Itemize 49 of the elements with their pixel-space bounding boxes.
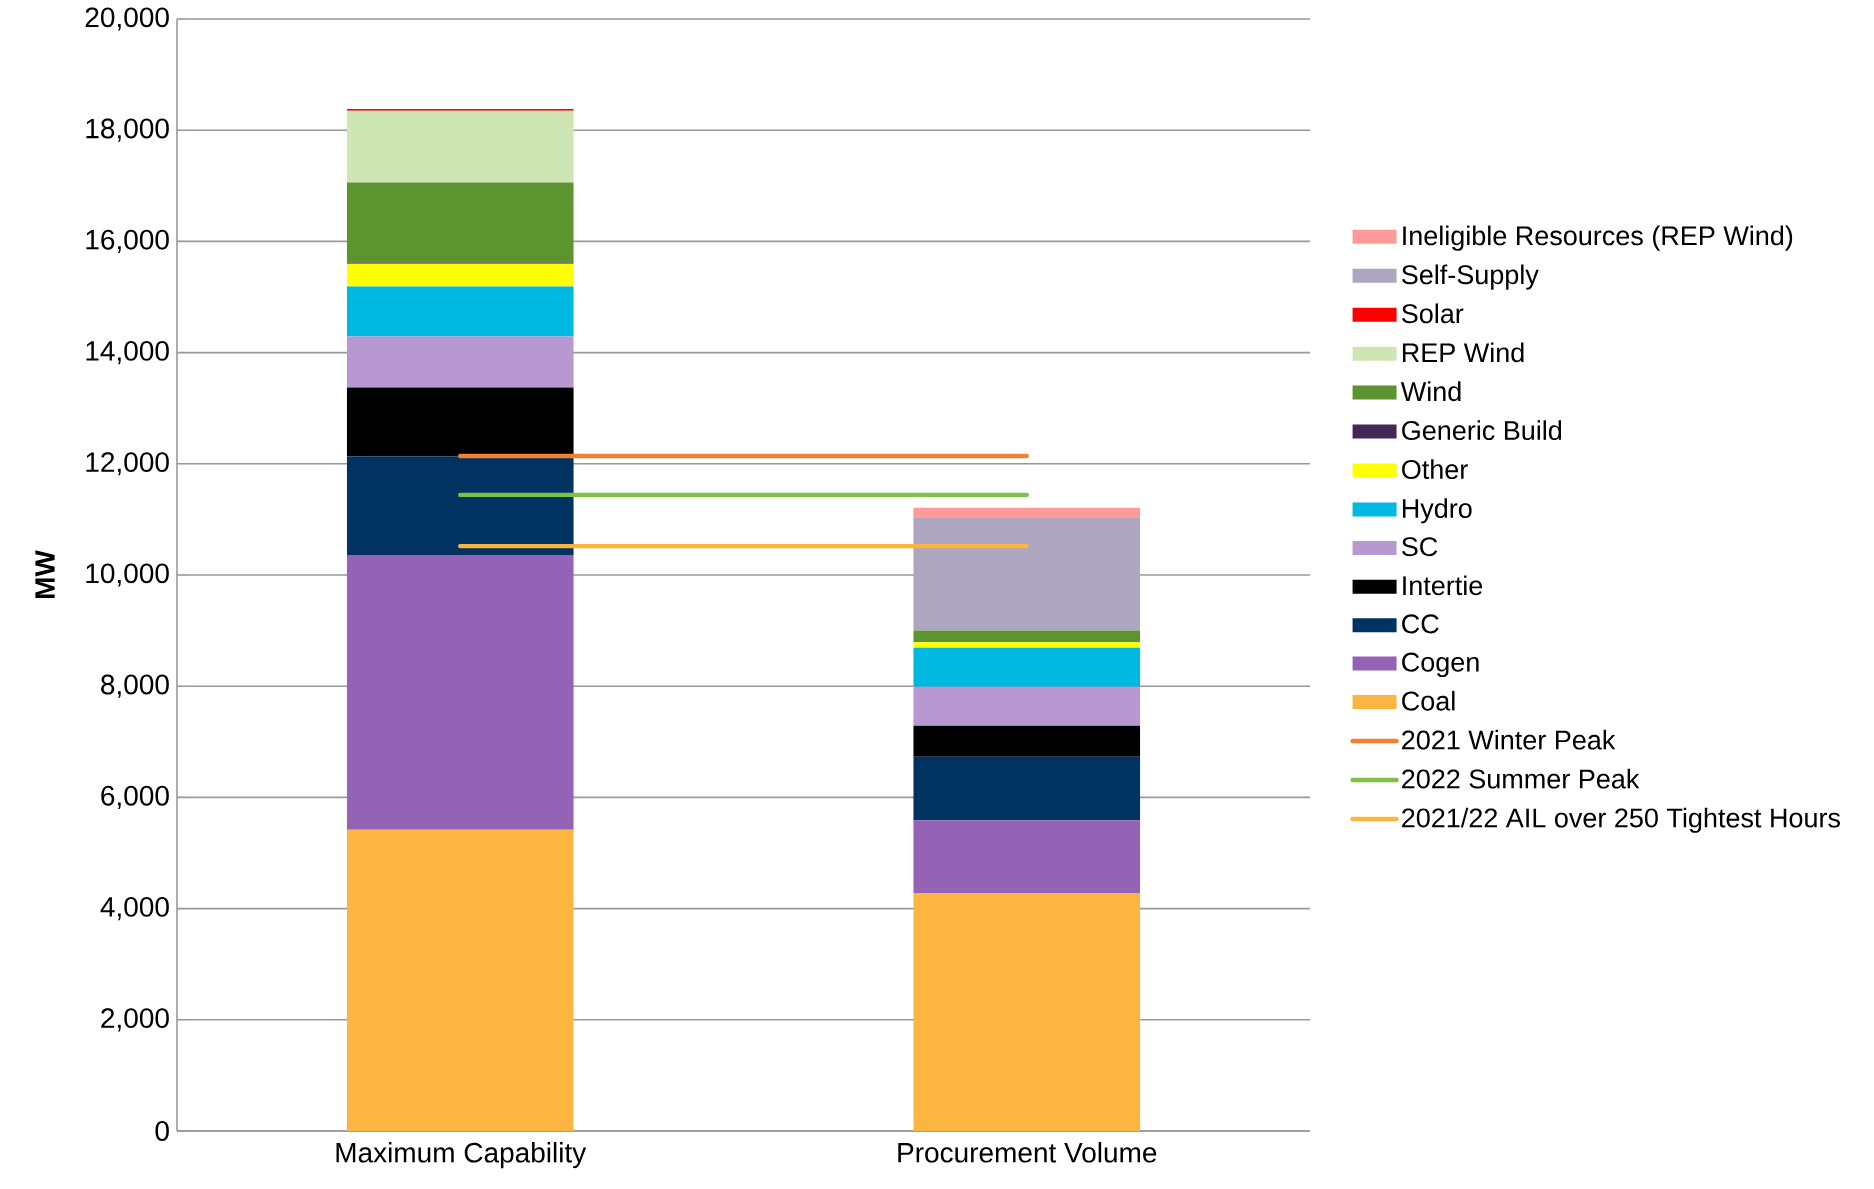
legend-label: Intertie: [1403, 575, 1483, 596]
bar: [913, 642, 1141, 648]
bar: [913, 517, 1141, 631]
y-tick-label: 10,000: [86, 563, 169, 587]
bar: [913, 756, 1141, 821]
y-tick-label: 2,000: [101, 1008, 169, 1032]
bar: [913, 686, 1141, 726]
bar: [913, 893, 1141, 1131]
legend-label: 2021 Winter Peak: [1402, 729, 1616, 750]
legend-label: Coal: [1402, 690, 1455, 711]
bar: [346, 336, 574, 388]
legend-label: Wind: [1400, 381, 1461, 402]
legend-label: 2022 Summer Peak: [1402, 768, 1640, 789]
bar: [346, 554, 574, 830]
bar: [346, 286, 574, 337]
legend-label: Generic Build: [1402, 420, 1562, 441]
y-tick-label: 14,000: [86, 341, 169, 365]
bar: [913, 820, 1141, 894]
x-tick-label: Procurement Volume: [898, 1142, 1157, 1163]
bar: [346, 456, 574, 555]
legend-label: REP Wind: [1402, 342, 1524, 363]
legend-label: 2021/22 AIL over 250 Tightest Hours: [1402, 807, 1840, 833]
bar: [346, 263, 574, 287]
legend-label: Other: [1402, 459, 1468, 480]
legend-label: Hydro: [1402, 498, 1472, 524]
y-tick-label: 4,000: [100, 897, 169, 921]
y-tick-label: 6,000: [101, 785, 169, 809]
legend-label: Solar: [1401, 303, 1464, 324]
legend-label: Cogen: [1402, 652, 1479, 678]
bar: [913, 647, 1141, 687]
y-tick-label: 18,000: [86, 118, 169, 142]
legend-label: CC: [1402, 614, 1439, 634]
bar: [346, 829, 574, 1131]
y-tick-label: 0: [155, 1121, 169, 1141]
bar: [346, 387, 574, 457]
bar: [913, 725, 1141, 757]
y-axis-title: MW: [35, 550, 55, 598]
bar: [346, 182, 574, 263]
bar: [346, 110, 574, 183]
y-tick-label: 8,000: [101, 674, 169, 698]
legend-label: Self-Supply: [1401, 264, 1539, 290]
legend-label: SC: [1401, 537, 1438, 557]
y-tick-label: 16,000: [86, 229, 169, 253]
y-tick-label: 20,000: [85, 7, 169, 31]
bar: [913, 507, 1141, 518]
y-tick-label: 12,000: [86, 452, 169, 476]
legend-label: Ineligible Resources (REP Wind): [1403, 225, 1793, 251]
bar: [913, 630, 1141, 643]
x-tick-label: Maximum Capability: [336, 1142, 587, 1169]
